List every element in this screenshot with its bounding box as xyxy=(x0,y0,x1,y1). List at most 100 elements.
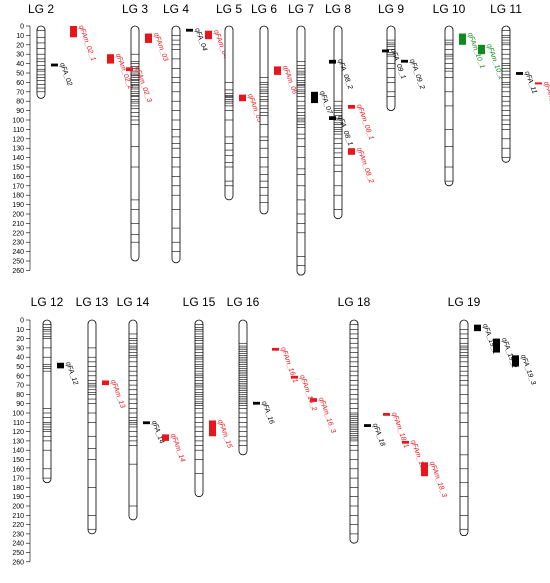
axis-tick-label: 190 xyxy=(12,202,24,209)
qtl-bar xyxy=(329,116,336,120)
axis-tick-label: 60 xyxy=(16,80,24,87)
linkage-group-label: LG 11 xyxy=(490,2,522,16)
axis-tick-label: 110 xyxy=(13,127,24,134)
qtl-bar xyxy=(364,424,371,427)
axis-tick-label: 230 xyxy=(12,531,24,538)
axis-tick-label: 90 xyxy=(16,108,24,115)
qtl-bar xyxy=(107,54,114,64)
chromosome-bar xyxy=(296,25,306,276)
axis-tick-label: 170 xyxy=(12,476,24,483)
chromosome-bar xyxy=(42,319,52,484)
qtl-bar xyxy=(535,82,542,85)
qtl-label: qFA_12 xyxy=(64,361,79,386)
chromosome-bar xyxy=(259,25,269,215)
axis-tick-label: 160 xyxy=(12,466,24,473)
qtl-label: qFAm_16_3 xyxy=(317,396,336,434)
qtl-bar xyxy=(382,49,389,53)
axis-tick-label: 100 xyxy=(12,411,24,418)
axis-tick-label: 180 xyxy=(12,485,24,492)
chromosome-bar xyxy=(87,319,97,535)
axis-tick-label: 120 xyxy=(12,136,24,143)
linkage-group-lg12: LG 12 qFA_12 xyxy=(31,295,79,484)
axis-tick-label: 150 xyxy=(12,457,24,464)
axis-tick-label: 260 xyxy=(12,268,24,275)
axis-tick-label: 230 xyxy=(12,240,24,247)
qtl-label: qFA_07 xyxy=(318,90,333,116)
qtl-bar xyxy=(51,63,58,67)
axis-tick-label: 90 xyxy=(16,401,24,408)
linkage-group-lg7: LG 7 qFA_07 xyxy=(288,2,333,276)
axis-tick-label: 130 xyxy=(12,146,24,153)
chromosome-bar xyxy=(333,25,343,220)
axis-tick-label: 20 xyxy=(16,42,24,49)
axis-tick-label: 220 xyxy=(12,230,24,237)
chromosome-bar xyxy=(171,25,181,264)
qtl-bar xyxy=(516,72,523,75)
linkage-group-label: LG 9 xyxy=(378,2,404,16)
axis-tick-label: 220 xyxy=(12,522,24,529)
axis-tick-label: 30 xyxy=(16,345,24,352)
linkage-group-label: LG 12 xyxy=(31,295,64,309)
linkage-group-label: LG 5 xyxy=(216,2,242,16)
qtl-bar xyxy=(239,94,246,102)
axis-tick-label: 100 xyxy=(12,118,24,125)
qtl-bar xyxy=(383,413,390,416)
axis-tick-label: 140 xyxy=(12,155,24,162)
axis-tick-label: 110 xyxy=(13,420,24,427)
qtl-bar xyxy=(186,28,193,32)
qtl-bar xyxy=(291,375,298,379)
qtl-label: qFA_09_2 xyxy=(408,58,425,90)
qtl-bar xyxy=(102,380,109,386)
linkage-group-label: LG 2 xyxy=(28,2,54,16)
linkage-group-label: LG 6 xyxy=(251,2,277,16)
qtl-bar xyxy=(329,59,336,64)
axis-tick-label: 80 xyxy=(16,99,24,106)
axis-tick-label: 60 xyxy=(16,373,24,380)
qtl-bar xyxy=(162,434,169,441)
linkage-group-label: LG 8 xyxy=(325,2,351,16)
qtl-bar xyxy=(311,91,318,104)
qtl-label: qFAm_15 xyxy=(216,419,233,450)
qtl-bar xyxy=(459,33,466,45)
qtl-label: qFAm_16_2 xyxy=(298,374,317,412)
qtl-bar xyxy=(57,362,64,369)
axis-tick-label: 200 xyxy=(12,212,24,219)
qtl-bar xyxy=(205,30,212,40)
linkage-group-label: LG 14 xyxy=(117,295,150,309)
qtl-bar xyxy=(143,421,150,425)
axis-tick-label: 0 xyxy=(20,24,24,31)
qtl-bar xyxy=(348,104,355,109)
axis-tick-label: 160 xyxy=(12,174,24,181)
axis-tick-label: 170 xyxy=(12,183,24,190)
qtl-bar xyxy=(348,148,355,155)
qtl-bar xyxy=(310,398,317,402)
qtl-bar xyxy=(272,347,279,351)
chromosome-bar xyxy=(130,25,140,262)
qtl-label: qFAm_02_1 xyxy=(77,24,96,62)
qtl-label: qFA_19_3 xyxy=(519,354,536,386)
axis-tick-label: 50 xyxy=(16,364,24,371)
qtl-label: qFAm_06 xyxy=(281,65,298,96)
axis-tick-label: 210 xyxy=(12,513,24,520)
qtl-bar xyxy=(493,338,500,353)
axis-tick-label: 130 xyxy=(12,438,24,445)
axis-tick-label: 180 xyxy=(12,193,24,200)
axis-tick-label: 210 xyxy=(12,221,24,228)
linkage-group-lg15: LG 15 qFAm_15 xyxy=(183,295,233,498)
axis-tick-label: 140 xyxy=(12,448,24,455)
axis-tick-label: 250 xyxy=(12,550,24,557)
qtl-label: qFAm_03 xyxy=(152,32,169,63)
qtl-label: qFAm_18_3 xyxy=(428,461,447,499)
qtl-bar xyxy=(126,67,133,72)
axis-tick-label: 70 xyxy=(16,383,24,390)
qtl-label: qFA_16 xyxy=(260,400,275,425)
axis-tick-label: 150 xyxy=(12,165,24,172)
axis-tick-label: 250 xyxy=(12,259,24,266)
